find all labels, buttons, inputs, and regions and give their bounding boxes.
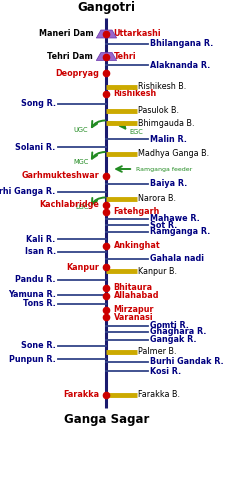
Text: Bhitaura: Bhitaura bbox=[114, 284, 153, 292]
Text: Burhi Gandak R.: Burhi Gandak R. bbox=[150, 358, 224, 366]
Text: Uttarkashi: Uttarkashi bbox=[114, 30, 161, 38]
Text: Mirzapur: Mirzapur bbox=[114, 305, 154, 314]
Text: Punpun R.: Punpun R. bbox=[9, 354, 56, 364]
Text: Gomti R.: Gomti R. bbox=[150, 321, 189, 330]
Text: Farakka: Farakka bbox=[63, 390, 99, 399]
Text: Madhya Ganga B.: Madhya Ganga B. bbox=[138, 150, 209, 158]
Text: Kanpur B.: Kanpur B. bbox=[138, 266, 177, 276]
Text: Ankinghat: Ankinghat bbox=[114, 241, 160, 250]
Text: Pandu R.: Pandu R. bbox=[15, 276, 56, 284]
Text: Alaknanda R.: Alaknanda R. bbox=[150, 60, 210, 70]
Text: Kachlabridge: Kachlabridge bbox=[39, 200, 99, 209]
Text: Gangak R.: Gangak R. bbox=[150, 336, 197, 344]
Text: UGC: UGC bbox=[74, 127, 88, 133]
Text: Kosi R.: Kosi R. bbox=[150, 366, 181, 376]
Text: Bhilangana R.: Bhilangana R. bbox=[150, 40, 213, 48]
Text: Tehri: Tehri bbox=[114, 52, 136, 61]
Polygon shape bbox=[96, 30, 117, 38]
Text: Song R.: Song R. bbox=[21, 99, 56, 108]
Text: Rishikesh B.: Rishikesh B. bbox=[138, 82, 186, 91]
Text: Narora B.: Narora B. bbox=[138, 194, 176, 203]
Text: Fatehgarh: Fatehgarh bbox=[114, 208, 160, 216]
Text: Garhmukteshwar: Garhmukteshwar bbox=[22, 171, 99, 180]
Text: Pasulok B.: Pasulok B. bbox=[138, 106, 179, 115]
Text: LGC: LGC bbox=[75, 204, 88, 210]
Text: Sot R.: Sot R. bbox=[150, 220, 177, 230]
Text: Varanasi: Varanasi bbox=[114, 312, 153, 322]
Text: Ramganga R.: Ramganga R. bbox=[150, 227, 210, 236]
Text: Burhi Ganga R.: Burhi Ganga R. bbox=[0, 187, 56, 196]
Text: Ganga Sagar: Ganga Sagar bbox=[64, 412, 149, 426]
Text: Gangotri: Gangotri bbox=[77, 1, 136, 14]
Text: Kali R.: Kali R. bbox=[26, 234, 56, 244]
Text: Yamuna R.: Yamuna R. bbox=[8, 290, 56, 299]
Text: Malin R.: Malin R. bbox=[150, 134, 187, 143]
Text: Deopryag: Deopryag bbox=[55, 68, 99, 78]
Text: Farakka B.: Farakka B. bbox=[138, 390, 180, 399]
Text: Bhimgauda B.: Bhimgauda B. bbox=[138, 118, 195, 128]
Text: MGC: MGC bbox=[73, 158, 88, 164]
Text: Kanpur: Kanpur bbox=[66, 262, 99, 272]
Text: Mahawe R.: Mahawe R. bbox=[150, 214, 200, 223]
Text: Baiya R.: Baiya R. bbox=[150, 179, 187, 188]
Text: Rishikesh: Rishikesh bbox=[114, 89, 157, 98]
Text: Tons R.: Tons R. bbox=[23, 299, 56, 308]
Text: Isan R.: Isan R. bbox=[24, 248, 56, 256]
Text: Tehri Dam: Tehri Dam bbox=[47, 52, 93, 61]
Polygon shape bbox=[96, 52, 117, 60]
Text: Gahala nadi: Gahala nadi bbox=[150, 254, 204, 263]
Text: EGC: EGC bbox=[129, 130, 143, 136]
Text: Ramganga feeder: Ramganga feeder bbox=[136, 166, 192, 172]
Text: Allahabad: Allahabad bbox=[114, 292, 159, 300]
Text: Palmer B.: Palmer B. bbox=[138, 348, 177, 356]
Text: Maneri Dam: Maneri Dam bbox=[38, 30, 93, 38]
Text: Ghaghara R.: Ghaghara R. bbox=[150, 328, 206, 336]
Text: Sone R.: Sone R. bbox=[21, 342, 56, 350]
Text: Solani R.: Solani R. bbox=[15, 142, 56, 152]
